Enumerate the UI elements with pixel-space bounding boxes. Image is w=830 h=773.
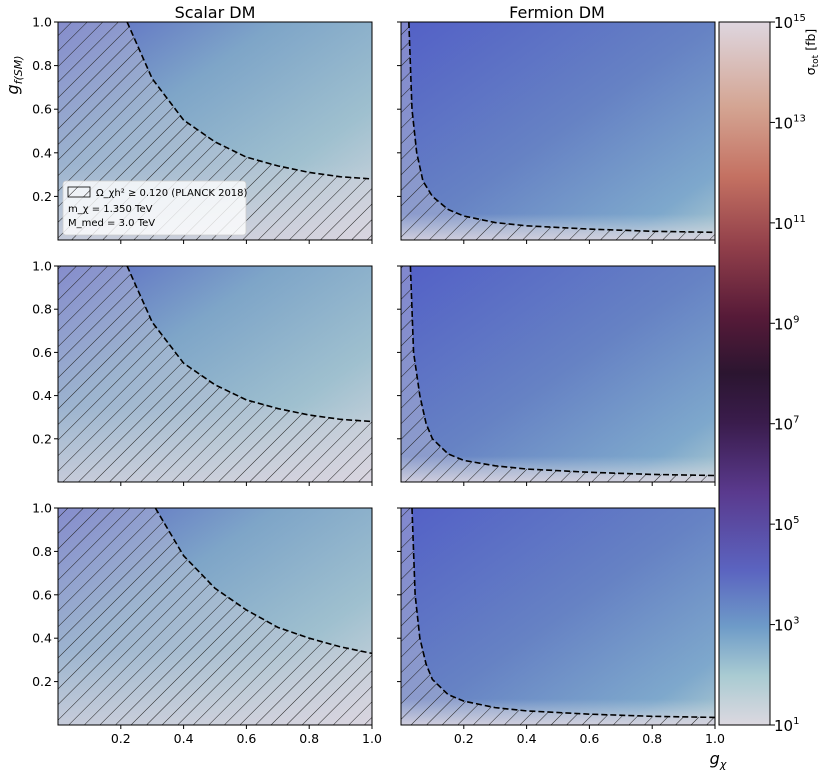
x-tick-label: 0.6 <box>236 731 256 746</box>
colorbar-tick-label: 107 <box>774 415 799 434</box>
relic-contour <box>408 21 716 234</box>
legend-hatch-label: Ω_χh² ≥ 0.120 (PLANCK 2018) <box>96 188 248 199</box>
x-tick-label: 0.8 <box>299 731 319 746</box>
legend-line: m_χ = 1.350 TeV <box>68 204 153 215</box>
y-tick-label: 1.0 <box>32 501 52 516</box>
panel-frame <box>57 265 373 483</box>
colorbar-gradient <box>718 21 771 726</box>
x-tick-label: 0.2 <box>454 731 474 746</box>
legend-box <box>62 180 247 236</box>
y-axis-title: gf(SM) <box>3 55 25 94</box>
panels: 0.20.40.60.81.00.20.40.60.81.00.20.40.60… <box>32 15 725 747</box>
col-title-fermion: Fermion DM <box>509 3 605 22</box>
y-tick-label: 1.0 <box>32 259 52 274</box>
y-tick-label: 1.0 <box>32 15 52 30</box>
y-tick-label: 0.2 <box>32 674 52 689</box>
y-tick-label: 0.4 <box>32 388 52 403</box>
panel-r3-fermion: 0.2 0.4 0.6 0.8 1.0 <box>397 507 725 746</box>
heatmap-lowband <box>401 22 715 240</box>
y-tick-label: 0.8 <box>32 302 52 317</box>
colorbar-label: σtot [fb] <box>803 29 821 76</box>
y-tick-label: 0.6 <box>32 587 52 602</box>
colorbar-tick-label: 1015 <box>774 13 806 32</box>
x-tick-label: 1.0 <box>705 731 725 746</box>
relic-contour <box>126 265 373 423</box>
x-tick-label: 0.6 <box>579 731 599 746</box>
colorbar-tick-label: 103 <box>774 616 799 635</box>
panel-r3-scalar: 0.2 0.4 0.6 0.8 1.0 0.2 0.4 0.6 0.8 1.0 <box>32 501 382 747</box>
panel-r2-fermion <box>397 265 716 486</box>
panel-r2-scalar: 0.2 0.4 0.6 0.8 1.0 <box>32 259 373 486</box>
x-tick-label: 0.8 <box>642 731 662 746</box>
colorbar-tick-label: 109 <box>774 314 799 333</box>
excluded-region-hatch <box>401 508 715 725</box>
colorbar-tick-label: 1013 <box>774 113 806 132</box>
panel-r1-fermion <box>397 21 716 244</box>
y-tick-label: 0.8 <box>32 544 52 559</box>
legend: Ω_χh² ≥ 0.120 (PLANCK 2018) m_χ = 1.350 T… <box>62 180 248 236</box>
y-tick-label: 0.6 <box>32 345 52 360</box>
colorbar-tick-label: 1011 <box>774 214 806 233</box>
colorbar-tick-label: 101 <box>774 716 799 735</box>
relic-contour <box>126 21 373 180</box>
panel-frame <box>400 265 716 483</box>
colorbar: 101 103 105 107 109 1011 1013 1015 <box>718 13 806 735</box>
colorbar-tick-label: 105 <box>774 515 799 534</box>
y-tick-label: 0.2 <box>32 431 52 446</box>
y-tick-label: 0.6 <box>32 102 52 117</box>
excluded-region-hatch <box>401 22 715 240</box>
y-tick-label: 0.8 <box>32 58 52 73</box>
y-tick-label: 0.4 <box>32 145 52 160</box>
legend-hatch-swatch <box>67 186 91 198</box>
col-title-scalar: Scalar DM <box>175 3 256 22</box>
panel-frame <box>400 21 716 241</box>
panel-frame <box>57 507 373 726</box>
relic-contour <box>409 265 716 477</box>
x-tick-label: 0.4 <box>517 731 537 746</box>
x-tick-label: 0.2 <box>111 731 131 746</box>
x-tick-label: 1.0 <box>362 731 382 746</box>
y-tick-label: 0.2 <box>32 189 52 204</box>
excluded-region-hatch <box>58 508 372 725</box>
excluded-region-hatch <box>58 266 372 482</box>
legend-line: M_med = 3.0 TeV <box>68 218 155 229</box>
panel-frame <box>400 507 716 726</box>
panel-frame <box>57 21 373 241</box>
excluded-region-hatch <box>401 266 715 482</box>
relic-contour <box>154 507 373 655</box>
x-tick-label: 0.4 <box>174 731 194 746</box>
x-axis-title: gχ <box>710 749 727 771</box>
y-tick-label: 0.4 <box>32 631 52 646</box>
heatmap-lowband <box>401 508 715 725</box>
heatmap-lowband <box>401 266 715 482</box>
